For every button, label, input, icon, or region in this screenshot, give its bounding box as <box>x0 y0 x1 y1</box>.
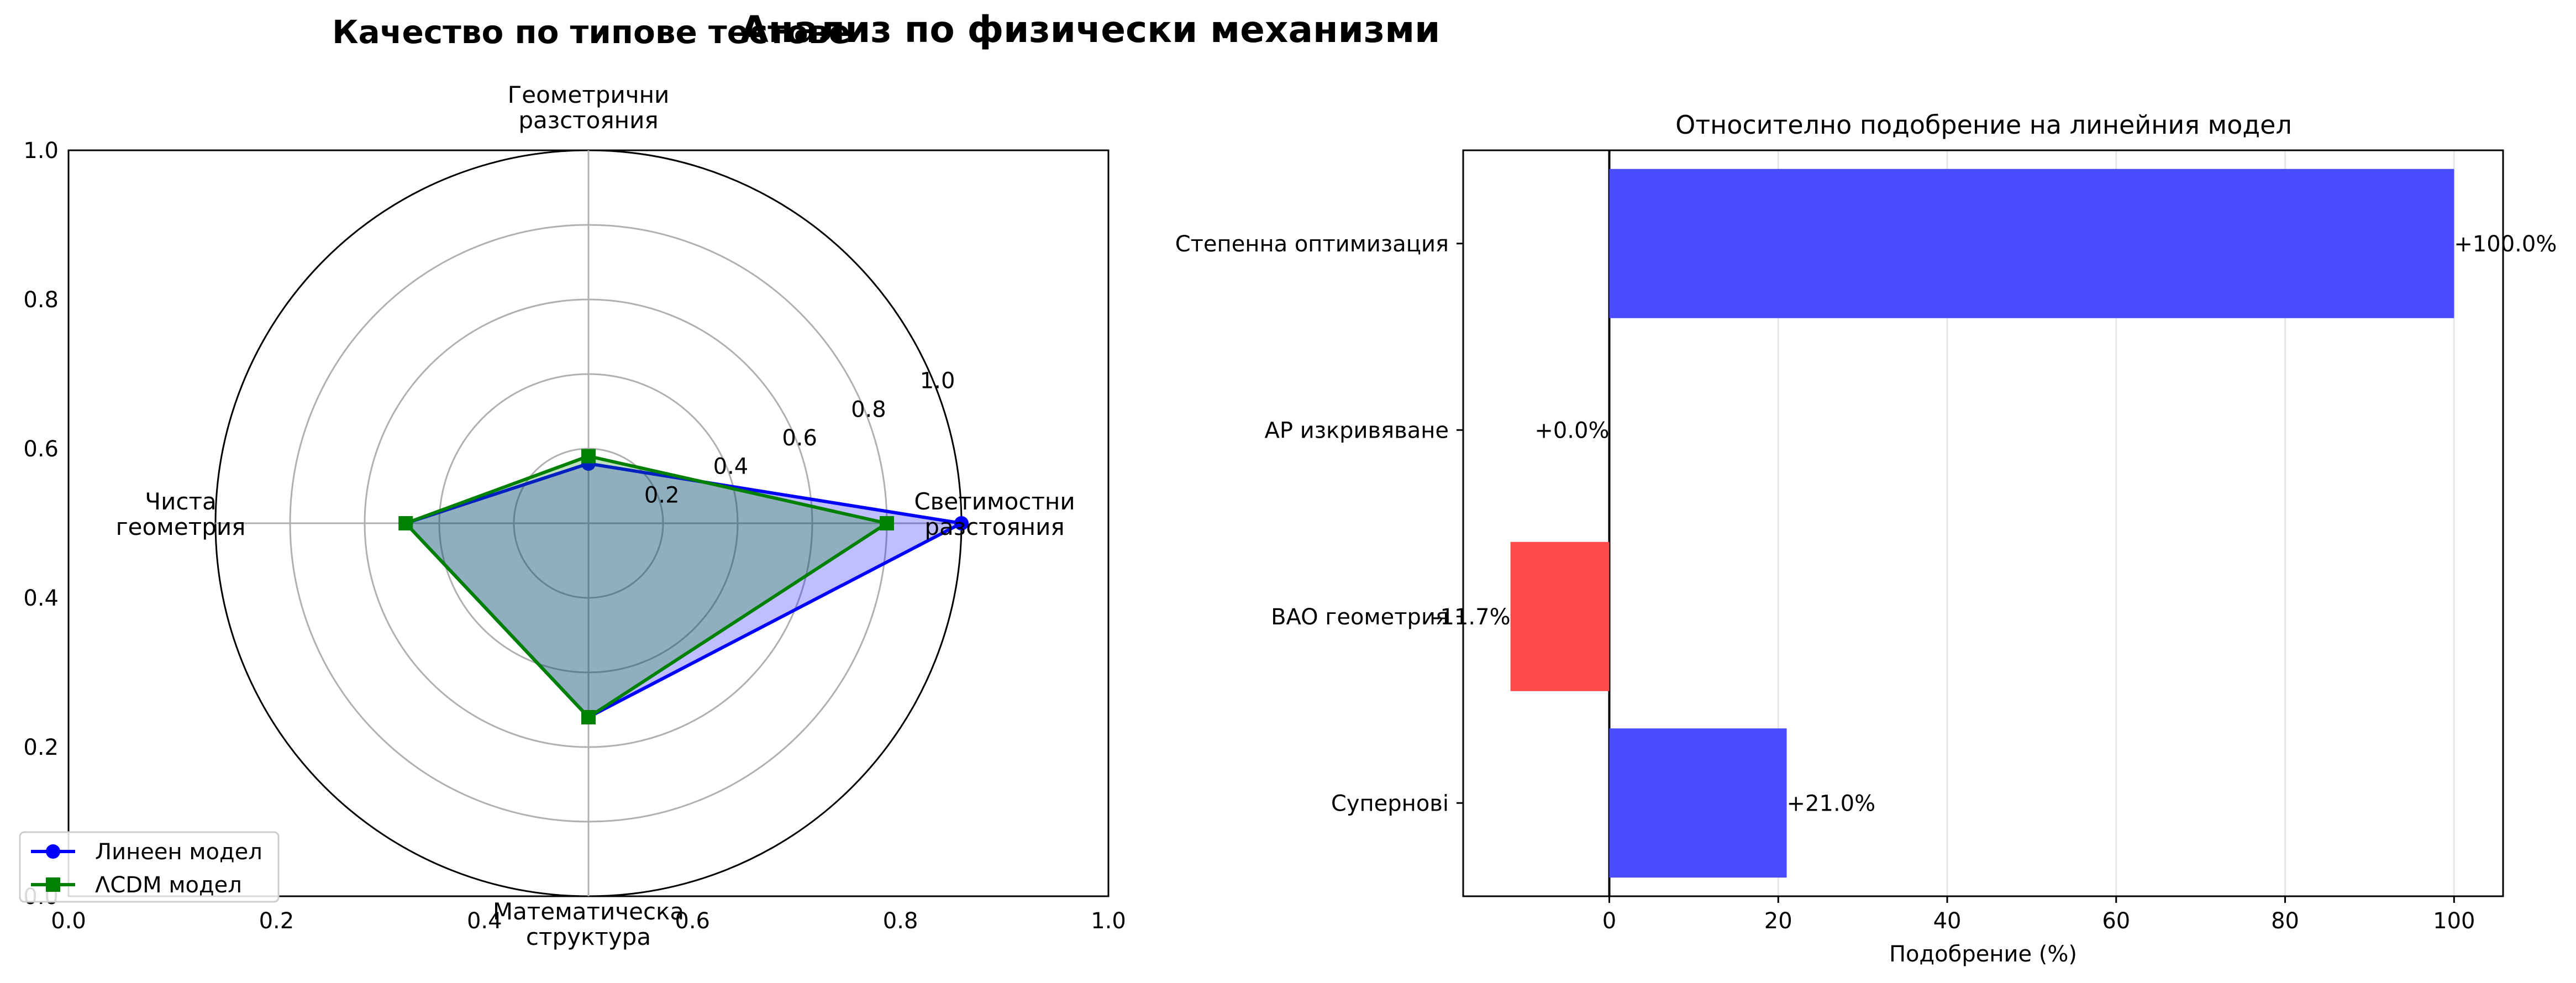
bar-x-tick-label: 20 <box>1764 908 1792 934</box>
bar-x-tick-label: 80 <box>2271 908 2299 934</box>
bar-value-label: +21.0% <box>1787 791 1876 816</box>
radar-marker-square <box>880 516 894 530</box>
bar-category-label: АР изкривяване <box>1265 418 1449 443</box>
radar-axis-label: Чиста геометрия <box>116 488 246 540</box>
radar-x-tick-label: 0.0 <box>51 908 86 934</box>
radar-r-tick-label: 0.6 <box>782 425 817 451</box>
radar-y-tick-label: 1.0 <box>23 138 59 164</box>
radar-y-tick-label: 0.4 <box>23 586 59 611</box>
radar-marker-circle <box>954 516 969 530</box>
legend-box <box>19 831 280 903</box>
radar-axis-label-line: Светимостни <box>914 488 1075 515</box>
bar-x-axis-label: Подобрение (%) <box>1889 942 2077 967</box>
bar <box>1609 169 2454 318</box>
radar-x-tick-label: 0.6 <box>675 908 710 934</box>
radar-marker-square <box>581 449 596 464</box>
radar-axis-label-line: Чиста <box>145 488 216 515</box>
radar-legend: Линеен модел ΛCDM модел <box>19 831 280 903</box>
legend-marker-square-icon <box>46 877 60 892</box>
bar <box>1510 542 1610 691</box>
legend-label-lcdm: ΛCDM модел <box>95 872 242 898</box>
radar-axis-label: Математическа структура <box>493 898 684 950</box>
bar-category-label: BAO геометрия <box>1271 604 1449 630</box>
radar-axis-label-line: геометрия <box>116 513 246 540</box>
radar-x-tick-label: 0.8 <box>883 908 918 934</box>
bar-x-tick-label: 40 <box>1933 908 1962 934</box>
bar-category-label: Степенна оптимизация <box>1175 232 1449 257</box>
radar-fill-0 <box>406 464 961 717</box>
radar-axis-label: Геометрични разстояния <box>508 81 670 134</box>
bar-chart-title: Относително подобрение на линейния модел <box>1675 110 2292 140</box>
legend-marker-circle-icon <box>46 844 60 859</box>
legend-label-linear: Линеен модел <box>95 839 262 865</box>
radar-marker-square <box>581 710 596 724</box>
figure-title: Анализ по физически механизми <box>740 8 1441 51</box>
radar-chart: 0.00.20.40.60.81.00.00.20.40.60.81.0 0.2… <box>19 81 1126 950</box>
radar-axis-label: Светимостни разстояния <box>914 488 1075 540</box>
radar-fill-1 <box>406 456 887 717</box>
radar-r-tick-label: 0.2 <box>644 482 680 508</box>
radar-y-tick-label: 0.8 <box>23 287 59 313</box>
bar-x-tick-label: 0 <box>1602 908 1616 934</box>
radar-axis-label-line: разстояния <box>924 513 1064 540</box>
bar <box>1609 728 1787 878</box>
radar-y-tick-label: 0.6 <box>23 437 59 462</box>
radar-x-tick-label: 0.2 <box>259 908 295 934</box>
bar-ticks: 0 20 40 60 80 100 Степенна оптимизация АР изкри… <box>1175 232 2475 934</box>
bar-value-label: +0.0% <box>1534 418 1609 443</box>
radar-axis-label-line: структура <box>526 923 651 950</box>
bar-value-label: -11.7% <box>1432 604 1511 630</box>
radar-r-tick-label: 0.4 <box>713 454 749 480</box>
bar-category-label: Супернові <box>1331 791 1449 816</box>
radar-axis-label-line: Математическа <box>493 898 684 925</box>
bar-axes-frame <box>1462 149 2504 897</box>
radar-marker-square <box>398 516 413 530</box>
radar-axis-label-line: Геометрични <box>508 81 670 108</box>
bar-x-tick-label: 60 <box>2102 908 2130 934</box>
radar-axis-label-line: разстояния <box>518 107 658 134</box>
radar-r-tick-label: 0.8 <box>851 397 886 422</box>
bar-value-label: +100.0% <box>2454 232 2557 257</box>
radar-y-tick-label: 0.2 <box>23 735 59 760</box>
radar-x-tick-label: 0.4 <box>467 908 502 934</box>
radar-series <box>398 449 969 724</box>
bar-chart: Относително подобрение на линейния модел… <box>1175 110 2557 967</box>
left-panel-title: Качество по типове тестове <box>332 13 850 51</box>
bar-series: +100.0% +0.0% -11.7% +21.0% <box>1432 169 2557 878</box>
bar-x-tick-label: 100 <box>2433 908 2475 934</box>
radar-x-tick-label: 1.0 <box>1091 908 1126 934</box>
radar-r-tick-label: 1.0 <box>920 369 955 394</box>
